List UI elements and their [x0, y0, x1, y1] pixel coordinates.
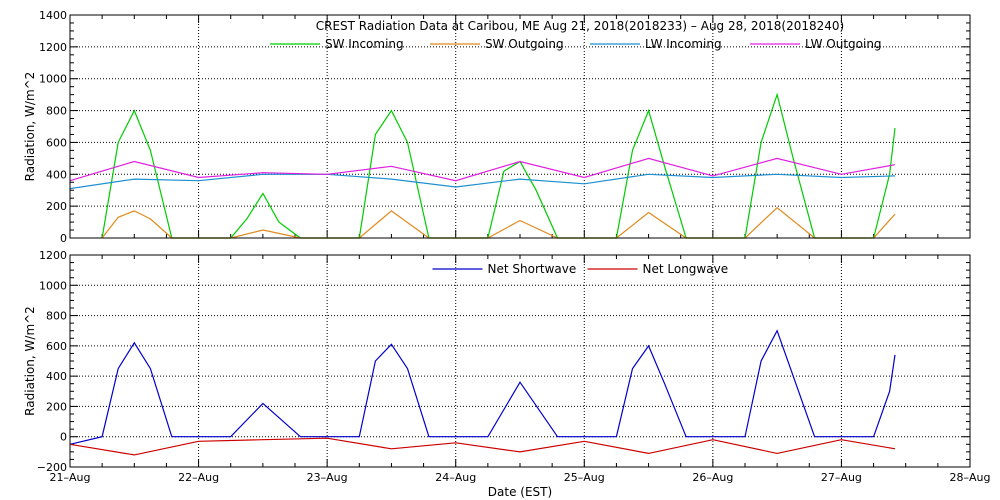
bottom-y-axis-label: Radiation, W/m^2: [23, 306, 37, 416]
top-y-tick-label: 200: [46, 200, 67, 213]
top-legend-label-1: SW Outgoing: [485, 37, 564, 51]
top-y-tick-label: 0: [60, 232, 67, 245]
bottom-plot-frame: [69, 254, 971, 468]
top-legend-label-0: SW Incoming: [325, 37, 404, 51]
top-chart-title: CREST Radiation Data at Caribou, ME Aug …: [316, 19, 845, 33]
top-y-axis-label: Radiation, W/m^2: [23, 72, 37, 182]
bottom-y-tick-label: 800: [46, 310, 67, 323]
top-series-line-0: [101, 92, 896, 239]
x-tick-label: 27–Aug: [821, 471, 862, 484]
top-y-tick-label: 600: [46, 136, 67, 149]
x-tick-label: 26–Aug: [692, 471, 733, 484]
bottom-y-tick-label: 200: [46, 400, 67, 413]
bottom-y-tick-label: 1000: [39, 279, 67, 292]
x-tick-label: 24–Aug: [435, 471, 476, 484]
top-y-tick-label: 1200: [39, 41, 67, 54]
x-tick-label: 22–Aug: [178, 471, 219, 484]
top-series-line-3: [69, 157, 896, 182]
top-legend-label-3: LW Outgoing: [805, 37, 882, 51]
bottom-series-line-1: [69, 437, 896, 456]
top-y-tick-label: 1000: [39, 73, 67, 86]
x-tick-label: 21–Aug: [50, 471, 91, 484]
top-plot-frame: [69, 14, 971, 239]
top-y-tick-label: 400: [46, 168, 67, 181]
top-series-line-1: [101, 206, 896, 239]
bottom-y-tick-label: 400: [46, 370, 67, 383]
top-series-line-2: [69, 173, 896, 190]
bottom-legend-label-0: Net Shortwave: [488, 262, 577, 276]
top-y-tick-label: 1400: [39, 9, 67, 22]
bottom-series-line-0: [69, 329, 896, 445]
bottom-legend-label-1: Net Longwave: [643, 262, 729, 276]
x-tick-label: 28–Aug: [950, 471, 991, 484]
bottom-y-tick-label: −200: [37, 461, 67, 474]
top-y-tick-label: 800: [46, 105, 67, 118]
bottom-y-tick-label: 600: [46, 340, 67, 353]
bottom-y-tick-label: 0: [60, 431, 67, 444]
top-legend-label-2: LW Incoming: [645, 37, 722, 51]
x-axis-label: Date (EST): [488, 485, 552, 499]
bottom-y-tick-label: 1200: [39, 249, 67, 262]
x-tick-label: 25–Aug: [564, 471, 605, 484]
x-tick-label: 23–Aug: [307, 471, 348, 484]
